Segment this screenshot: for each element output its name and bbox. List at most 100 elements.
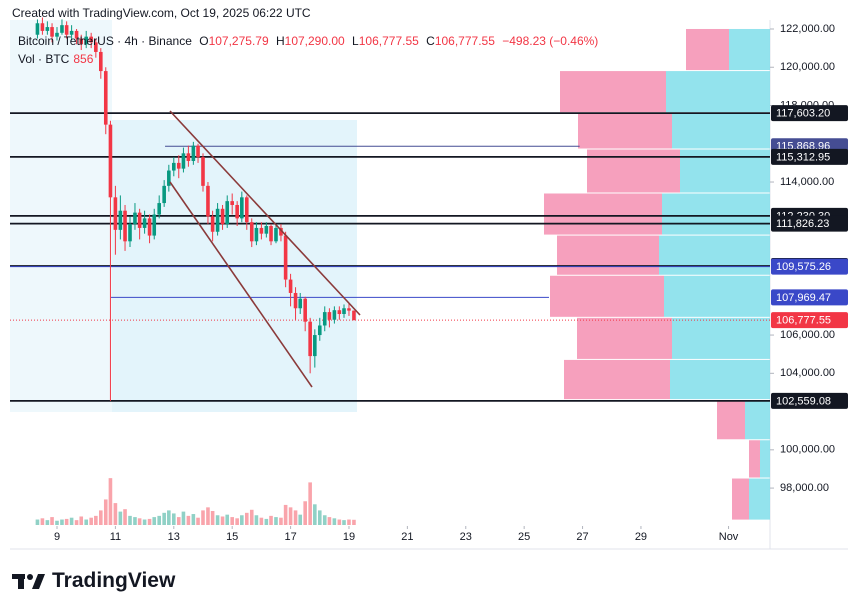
x-tick-label: 15 (226, 531, 238, 543)
profile-up (729, 28, 770, 71)
level-label-box (771, 392, 848, 409)
volume-bar (45, 520, 50, 525)
candle-body (40, 23, 45, 31)
vol-legend: Vol · BTC 856 (18, 52, 97, 66)
x-tick-label: 21 (401, 531, 413, 543)
candle-body (352, 310, 356, 321)
candle-body (171, 162, 176, 171)
low: 106,777.55 (358, 34, 419, 48)
volume-bar (337, 519, 342, 525)
volume-bar (35, 519, 40, 525)
volume-bar (352, 519, 356, 525)
axes: 122,000.00120,000.00118,000.00114,000.00… (54, 23, 848, 543)
vol-label: Vol · BTC (18, 52, 70, 66)
profile-down (557, 235, 659, 275)
profile-down (544, 193, 662, 235)
candle-body (55, 32, 59, 37)
volume-bar (206, 507, 210, 525)
volume-bar (322, 515, 327, 525)
volume-bar (186, 515, 191, 525)
x-tick-label: 13 (168, 531, 180, 543)
candle-body (279, 227, 283, 236)
candles (35, 17, 356, 401)
volume-bar (240, 515, 244, 525)
volume-bar (235, 518, 239, 525)
candle-body (210, 216, 215, 232)
watermark: Created with TradingView.com, Oct 19, 20… (12, 6, 311, 20)
volume-bar (225, 514, 230, 525)
x-tick-label: 9 (54, 531, 60, 543)
volume (35, 478, 356, 525)
volume-bar (64, 518, 69, 525)
volume-bar (215, 515, 220, 525)
profile-up (672, 113, 770, 149)
y-tick-label: 100,000.00 (780, 444, 835, 456)
candle-body (206, 185, 210, 217)
volume-bar (133, 517, 137, 525)
candle-body (327, 312, 332, 320)
candle-body (181, 153, 186, 169)
volume-bar (288, 507, 293, 525)
volume-bar (201, 510, 205, 525)
volume-bar (327, 517, 332, 525)
level-label: 102,559.08 (776, 395, 831, 407)
volume-bar (84, 519, 89, 525)
volume-bar (332, 518, 337, 525)
brand: TradingView (52, 569, 176, 592)
volume-bar (152, 517, 157, 525)
o: O (199, 34, 209, 48)
volume-bar (244, 512, 249, 525)
profile-down (577, 317, 672, 359)
candle-body (123, 210, 127, 242)
x-tick-label: Nov (719, 531, 739, 543)
volume-bar (283, 504, 288, 525)
level-label: 106,777.55 (776, 315, 831, 327)
volume-bar (113, 503, 118, 525)
candle-body (240, 197, 244, 219)
profile-up (664, 275, 770, 317)
candle-body (322, 312, 327, 326)
volume-bar (89, 517, 93, 525)
candle-body (162, 185, 166, 204)
y-tick-label: 114,000.00 (780, 176, 834, 188)
profile-up (672, 317, 770, 359)
volume-bar (279, 517, 283, 525)
level-label: 107,969.47 (776, 292, 831, 304)
volume-bar (108, 478, 113, 525)
candle-body (45, 27, 50, 31)
h: H (275, 34, 285, 48)
candle-body (79, 38, 84, 45)
legend: Bitcoin / TetherUS · 4h · Binance O107,2… (18, 34, 602, 48)
volume-bar (60, 519, 64, 525)
level-label: 109,575.26 (776, 261, 831, 273)
candle-body (128, 224, 132, 242)
candle-body (235, 204, 239, 219)
c: C (426, 34, 435, 48)
candle-body (186, 153, 191, 161)
volume-bar (50, 517, 54, 525)
profile-up (670, 359, 770, 400)
candle-body (50, 27, 54, 37)
volume-bar (196, 517, 200, 525)
channel-line (169, 110, 361, 316)
candle-body (244, 197, 249, 223)
candle-body (35, 23, 40, 35)
volume-bar (269, 515, 273, 525)
candle-body (94, 42, 98, 52)
volume-bar (171, 513, 176, 525)
candle-body (313, 335, 317, 357)
volume-bar (55, 520, 59, 525)
candle-body (69, 30, 74, 35)
candle-body (269, 226, 273, 242)
volume-bar (74, 520, 79, 525)
volume-bar (69, 517, 74, 525)
y-tick-label: 104,000.00 (780, 367, 835, 379)
candle-body (342, 308, 346, 315)
candle-body (84, 36, 89, 45)
profile-down (564, 359, 670, 400)
candle-body (215, 208, 220, 232)
candle-body (99, 51, 103, 72)
volume-bar (308, 482, 312, 525)
volume-bar (303, 501, 307, 525)
